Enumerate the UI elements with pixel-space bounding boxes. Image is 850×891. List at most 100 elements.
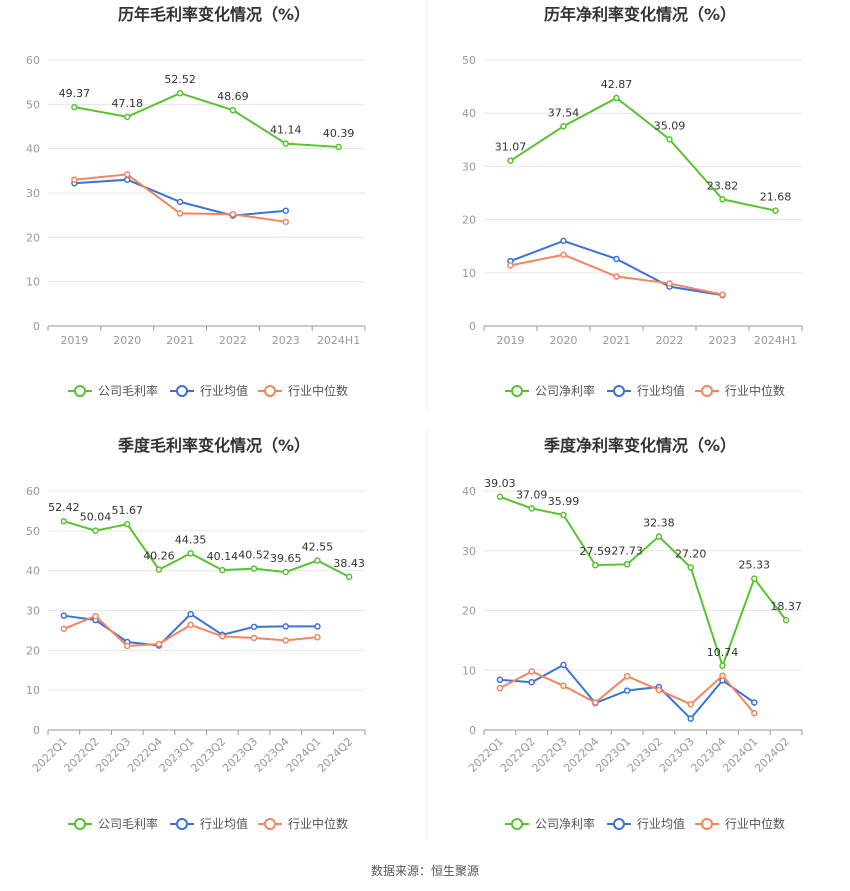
data-point-company [528, 505, 535, 512]
data-label: 21.68 [760, 191, 792, 204]
legend-label: 行业均值 [200, 816, 248, 831]
y-tick-label: 0 [33, 724, 40, 737]
data-point-company [655, 533, 663, 540]
chart-title: 季度净利率变化情况（%） [543, 436, 736, 455]
chart-annual-net-margin: 历年净利率变化情况（%） 0 10 20 30 40 50 2019 2020 2021 2022 2… [462, 5, 803, 398]
legend-item-median[interactable]: 行业中位数 [695, 816, 785, 831]
data-point-median [71, 176, 78, 183]
data-point-median [592, 699, 599, 706]
data-label: 27.20 [675, 547, 707, 560]
legend-label: 行业中位数 [725, 383, 785, 398]
legend-item-avg[interactable]: 行业均值 [607, 383, 685, 398]
x-tick-label: 2023 [709, 334, 737, 347]
data-label: 50.04 [80, 511, 112, 524]
data-point-company [560, 123, 567, 130]
legend-item-avg[interactable]: 行业均值 [170, 383, 248, 398]
legend-label: 行业中位数 [725, 816, 785, 831]
y-tick-label: 0 [469, 724, 476, 737]
legend-item-median[interactable]: 行业中位数 [695, 383, 785, 398]
y-tick-label: 30 [462, 545, 476, 558]
legend-item-median[interactable]: 行业中位数 [258, 816, 348, 831]
data-point-median [655, 686, 663, 694]
legend-item-avg[interactable]: 行业均值 [170, 816, 248, 831]
data-label: 52.52 [164, 73, 196, 86]
data-label: 18.37 [770, 600, 802, 613]
y-tick-label: 40 [26, 143, 40, 156]
x-tick-label: 2024Q2 [752, 735, 792, 775]
legend-label: 公司净利率 [535, 816, 595, 831]
legend-label: 公司毛利率 [98, 383, 158, 398]
legend-item-company[interactable]: 公司毛利率 [68, 383, 158, 398]
data-point-avg [687, 715, 694, 722]
x-tick-label: 2019 [60, 334, 88, 347]
data-point-avg [60, 612, 68, 619]
y-tick-label: 10 [26, 276, 40, 289]
chart-quarterly-gross-margin: 季度毛利率变化情况（%）01020304050602022Q12022Q2202… [26, 436, 366, 831]
x-tick-label: 2021 [603, 334, 631, 347]
data-point-avg [560, 237, 567, 245]
data-point-company [719, 196, 726, 203]
chart-title: 历年净利率变化情况（%） [544, 5, 736, 24]
legend-item-company[interactable]: 公司毛利率 [68, 816, 158, 831]
legend-marker-icon [511, 818, 523, 830]
y-tick-label: 30 [26, 605, 40, 618]
legend-item-avg[interactable]: 行业均值 [607, 816, 685, 831]
series-line-company [63, 520, 350, 578]
data-label: 35.99 [548, 495, 580, 508]
data-point-median [613, 273, 620, 280]
data-point-company [176, 89, 184, 97]
data-point-median [219, 633, 226, 640]
data-point-median [282, 218, 289, 226]
data-label: 40.14 [207, 550, 239, 563]
data-label: 42.87 [601, 78, 633, 91]
chart-title: 季度毛利率变化情况（%） [117, 436, 310, 455]
data-point-avg [187, 610, 194, 618]
data-point-avg [282, 207, 289, 214]
data-point-company [71, 103, 78, 111]
data-point-median [666, 280, 673, 287]
data-point-company [687, 564, 694, 571]
data-point-median [719, 672, 726, 679]
y-tick-label: 10 [462, 664, 476, 677]
data-point-median [229, 211, 237, 218]
x-tick-label: 2024H1 [317, 334, 360, 347]
data-point-avg [528, 678, 535, 686]
data-point-company [250, 565, 258, 572]
y-tick-label: 50 [26, 525, 40, 538]
data-label: 40.26 [143, 550, 175, 563]
data-point-median [507, 262, 514, 269]
legend-item-company[interactable]: 公司净利率 [505, 816, 595, 831]
data-point-median [250, 634, 258, 642]
legend-label: 公司毛利率 [98, 816, 158, 831]
legend-item-median[interactable]: 行业中位数 [258, 383, 348, 398]
x-tick-label: 2020 [113, 334, 141, 347]
data-point-median [92, 612, 99, 620]
y-tick-label: 40 [462, 485, 476, 498]
legend-marker-icon [701, 818, 713, 830]
data-point-avg [250, 623, 258, 631]
data-point-company [124, 113, 131, 121]
data-point-company [229, 106, 237, 114]
legend-label: 行业均值 [200, 383, 248, 398]
x-tick-label: 2022 [219, 334, 247, 347]
legend-marker-icon [511, 385, 523, 397]
legend-marker-icon [176, 818, 188, 830]
data-point-avg [176, 198, 184, 206]
data-point-company [623, 561, 631, 568]
legend-label: 行业中位数 [288, 816, 348, 831]
data-label: 37.54 [548, 106, 580, 119]
data-point-company [124, 520, 131, 528]
data-point-company [314, 557, 321, 564]
data-label: 32.38 [643, 517, 675, 530]
data-label: 37.09 [516, 488, 548, 501]
data-label: 52.42 [48, 501, 80, 514]
data-point-avg [282, 623, 289, 630]
y-tick-label: 20 [462, 605, 476, 618]
y-tick-label: 10 [26, 684, 40, 697]
data-point-company [560, 511, 567, 519]
data-point-company [496, 493, 504, 501]
data-point-median [314, 633, 321, 641]
data-point-company [282, 568, 289, 576]
legend-item-company[interactable]: 公司净利率 [505, 383, 595, 398]
data-point-avg [613, 255, 620, 263]
